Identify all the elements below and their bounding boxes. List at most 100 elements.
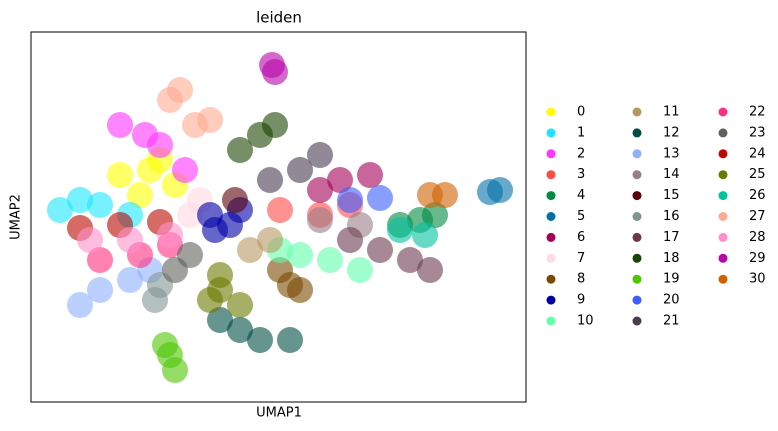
cluster-point: [87, 192, 113, 218]
legend-marker: [632, 295, 642, 305]
cluster-point: [172, 157, 198, 183]
cluster-point: [307, 142, 333, 168]
cluster-point: [162, 257, 188, 283]
cluster-point: [77, 227, 103, 253]
legend-label: 30: [749, 272, 766, 287]
cluster-point: [267, 257, 293, 283]
legend: 0123456789101112131415161718192021222324…: [546, 105, 766, 329]
cluster-point: [227, 292, 253, 318]
cluster-point: [202, 217, 228, 243]
cluster-point: [227, 317, 253, 343]
legend-marker: [546, 295, 556, 305]
legend-marker: [718, 274, 728, 284]
legend-marker: [718, 232, 728, 242]
cluster-point: [207, 307, 233, 333]
legend-marker: [632, 149, 642, 159]
cluster-point: [67, 292, 93, 318]
legend-label: 24: [749, 146, 766, 161]
legend-label: 1: [577, 125, 585, 140]
legend-marker: [546, 128, 556, 138]
legend-label: 21: [663, 314, 680, 329]
cluster-point: [127, 182, 153, 208]
y-axis-label: UMAP2: [9, 194, 24, 240]
legend-label: 12: [663, 125, 680, 140]
legend-label: 18: [663, 251, 680, 266]
cluster-point: [107, 162, 133, 188]
cluster-point: [487, 177, 513, 203]
legend-marker: [546, 316, 556, 326]
legend-label: 3: [577, 167, 585, 182]
chart-title: leiden: [256, 9, 302, 27]
cluster-point: [337, 227, 363, 253]
legend-marker: [546, 253, 556, 263]
cluster-point: [287, 157, 313, 183]
cluster-point: [347, 257, 373, 283]
cluster-point: [432, 182, 458, 208]
cluster-point: [87, 277, 113, 303]
cluster-point: [412, 222, 438, 248]
legend-label: 23: [749, 125, 766, 140]
legend-marker: [718, 212, 728, 221]
legend-marker: [718, 253, 728, 263]
cluster-point: [247, 327, 273, 353]
legend-marker: [718, 170, 728, 180]
legend-label: 26: [749, 188, 766, 203]
legend-marker: [546, 212, 556, 221]
legend-marker: [546, 107, 556, 117]
cluster-point: [162, 357, 188, 383]
cluster-point: [197, 107, 223, 133]
cluster-point: [357, 162, 383, 188]
legend-label: 15: [663, 188, 680, 203]
cluster-point: [307, 207, 333, 233]
cluster-point: [117, 227, 143, 253]
legend-label: 11: [663, 105, 680, 120]
cluster-point: [257, 167, 283, 193]
cluster-point: [287, 242, 313, 268]
cluster-point: [47, 197, 73, 223]
cluster-point: [117, 267, 143, 293]
cluster-point: [397, 247, 423, 273]
legend-label: 28: [749, 230, 766, 245]
cluster-point: [367, 237, 393, 263]
legend-label: 5: [577, 209, 585, 224]
cluster-point: [222, 187, 248, 213]
legend-marker: [546, 232, 556, 242]
axes-frame: [30, 31, 527, 403]
cluster-point: [207, 262, 233, 288]
legend-marker: [718, 149, 728, 159]
legend-label: 22: [749, 105, 766, 120]
legend-label: 16: [663, 209, 680, 224]
legend-label: 6: [577, 230, 585, 245]
plot-area: [47, 52, 513, 383]
legend-label: 10: [577, 314, 594, 329]
legend-marker: [632, 253, 642, 263]
legend-marker: [718, 128, 728, 138]
legend-label: 19: [663, 272, 680, 287]
legend-label: 14: [663, 167, 680, 182]
legend-marker: [632, 191, 642, 201]
legend-label: 2: [577, 146, 585, 161]
cluster-point: [267, 197, 293, 223]
cluster-point: [152, 332, 178, 358]
cluster-point: [277, 327, 303, 353]
legend-label: 25: [749, 167, 766, 182]
cluster-point: [387, 217, 413, 243]
legend-marker: [546, 274, 556, 284]
legend-marker: [632, 128, 642, 138]
legend-label: 4: [577, 188, 585, 203]
legend-marker: [718, 191, 728, 201]
legend-marker: [718, 107, 728, 117]
cluster-point: [337, 187, 363, 213]
cluster-point: [132, 122, 158, 148]
x-axis-label: UMAP1: [256, 406, 302, 421]
legend-marker: [632, 212, 642, 221]
cluster-point: [227, 137, 253, 163]
legend-marker: [632, 316, 642, 326]
cluster-point: [107, 112, 133, 138]
cluster-point: [317, 247, 343, 273]
legend-label: 0: [577, 105, 585, 120]
legend-label: 27: [749, 209, 766, 224]
cluster-point: [262, 112, 288, 138]
cluster-point: [262, 59, 288, 85]
